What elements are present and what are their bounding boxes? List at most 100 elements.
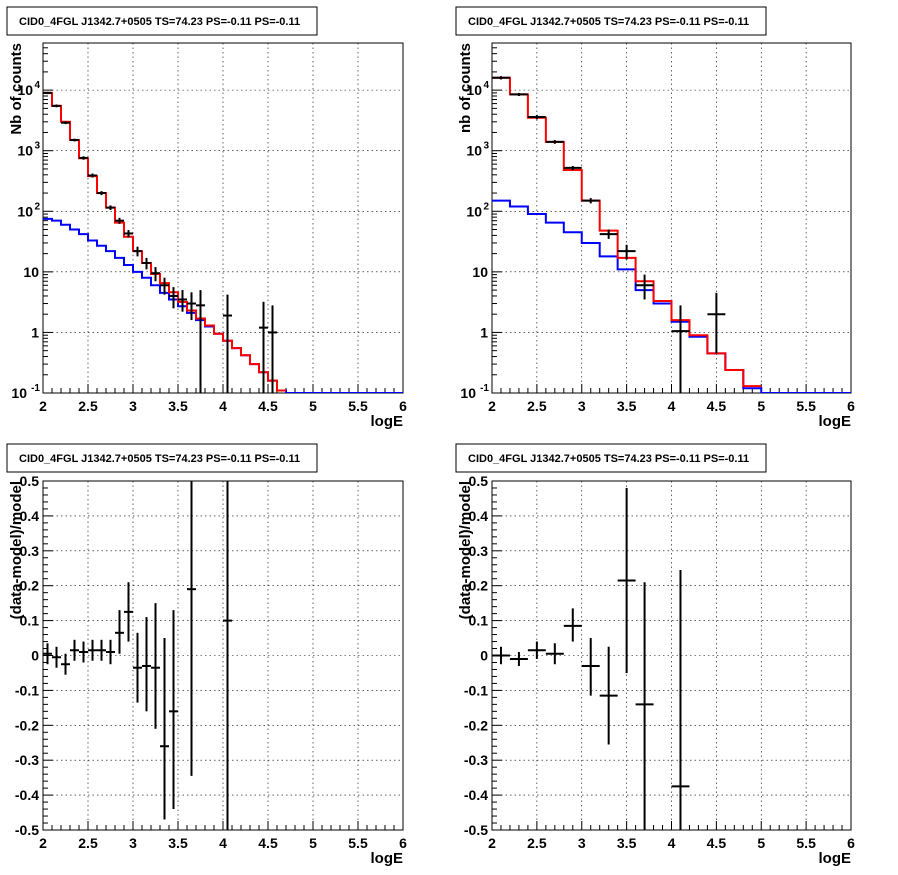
data-point <box>133 632 142 703</box>
y-tick-exponent: 2 <box>483 201 489 212</box>
x-tick-label: 2 <box>39 835 47 851</box>
data-point <box>133 246 142 257</box>
y-tick-label: 10 <box>23 264 39 280</box>
y-tick-label: 10 <box>17 143 33 159</box>
y-tick-exponent: 3 <box>483 141 489 152</box>
data-point <box>106 639 115 665</box>
y-tick-label: -0.1 <box>464 682 488 698</box>
y-tick-label: -0.3 <box>464 752 488 768</box>
x-tick-label: 3 <box>578 398 586 414</box>
data-point <box>115 610 124 654</box>
x-tick-label: 2 <box>488 398 496 414</box>
data-point <box>151 603 160 729</box>
x-tick-label: 3.5 <box>617 835 637 851</box>
data-point <box>635 274 654 300</box>
data-point <box>70 138 79 142</box>
data-point <box>617 487 636 673</box>
series-red-histogram <box>43 91 286 392</box>
chart-panel-3: CID0_4FGL J1342.7+0505 TS=74.23 PS=-0.11… <box>6 443 407 867</box>
y-tick-label: 1 <box>480 324 488 340</box>
data-point <box>61 653 70 675</box>
x-tick-label: 5 <box>309 835 317 851</box>
data-point <box>635 582 654 830</box>
plot-frame <box>42 480 404 831</box>
y-tick-exponent: 3 <box>34 141 40 152</box>
y-tick-label: -0.2 <box>15 717 39 733</box>
y-tick-label: -0.2 <box>464 717 488 733</box>
data-point <box>707 292 726 354</box>
data-point <box>124 230 133 238</box>
chart-title-box <box>6 6 318 36</box>
data-point <box>563 608 582 642</box>
data-point <box>223 294 232 393</box>
x-tick-label: 2.5 <box>527 398 547 414</box>
data-point <box>545 140 564 144</box>
y-tick-exponent: -1 <box>480 383 489 394</box>
data-point <box>268 305 277 393</box>
data-point <box>169 287 178 309</box>
data-point <box>115 217 124 224</box>
data-point <box>151 267 160 282</box>
plot-area <box>492 76 851 393</box>
chart-title-box <box>455 6 767 36</box>
x-tick-label: 4 <box>668 835 676 851</box>
data-point <box>70 639 79 661</box>
x-tick-label: 5.5 <box>348 835 368 851</box>
data-point <box>187 292 196 321</box>
data-point <box>178 290 187 312</box>
y-tick-label: 10 <box>460 385 476 401</box>
y-axis-label: (data-model)/model <box>457 481 474 619</box>
x-tick-label: 3.5 <box>617 398 637 414</box>
x-tick-label: 6 <box>847 835 855 851</box>
x-tick-label: 4 <box>668 398 676 414</box>
x-tick-label: 2.5 <box>78 398 98 414</box>
data-point <box>52 104 61 108</box>
data-point <box>509 92 528 97</box>
series-blue-histogram <box>492 199 851 393</box>
y-tick-label: 0.1 <box>20 613 40 629</box>
data-point <box>671 305 690 393</box>
y-tick-label: -0.4 <box>464 787 488 803</box>
y-tick-label: 0.5 <box>20 473 40 489</box>
plot-area <box>492 487 690 830</box>
data-point <box>97 191 106 196</box>
y-tick-label: 0 <box>31 648 39 664</box>
x-tick-label: 4.5 <box>707 398 727 414</box>
chart-title-box <box>455 443 767 473</box>
y-tick-label: 0.4 <box>469 508 489 524</box>
x-tick-label: 6 <box>399 398 407 414</box>
y-tick-label: 1 <box>31 324 39 340</box>
chart-panel-2: CID0_4FGL J1342.7+0505 TS=74.23 PS=-0.11… <box>455 6 855 430</box>
y-tick-exponent: 4 <box>34 80 40 91</box>
data-point <box>196 290 205 393</box>
y-tick-label: 0.5 <box>469 473 489 489</box>
y-tick-label: 10 <box>472 264 488 280</box>
y-tick-label: 0.4 <box>20 508 40 524</box>
x-axis-label: logE <box>371 413 404 430</box>
y-tick-exponent: 2 <box>34 201 40 212</box>
data-point <box>527 114 546 120</box>
x-tick-label: 4 <box>219 398 227 414</box>
y-tick-label: 10 <box>11 385 27 401</box>
y-tick-label: -0.1 <box>15 682 39 698</box>
x-tick-label: 5 <box>309 398 317 414</box>
data-point <box>563 165 582 171</box>
x-tick-label: 4.5 <box>258 835 278 851</box>
x-tick-label: 3 <box>578 835 586 851</box>
x-axis-label: logE <box>819 850 852 867</box>
data-point <box>617 244 636 260</box>
series-blue-histogram <box>43 217 403 393</box>
data-point <box>492 76 510 80</box>
data-point <box>88 639 97 661</box>
y-tick-label: 10 <box>17 203 33 219</box>
data-point <box>43 91 52 95</box>
data-point <box>599 646 618 745</box>
x-tick-label: 2 <box>39 398 47 414</box>
data-point <box>527 641 546 659</box>
x-axis-label: logE <box>371 850 404 867</box>
y-axis-label: (data-model)/model <box>8 481 25 619</box>
y-tick-label: 0.1 <box>469 613 489 629</box>
y-tick-label: 10 <box>466 82 482 98</box>
data-point <box>581 638 600 696</box>
chart-panel-4: CID0_4FGL J1342.7+0505 TS=74.23 PS=-0.11… <box>455 443 855 867</box>
